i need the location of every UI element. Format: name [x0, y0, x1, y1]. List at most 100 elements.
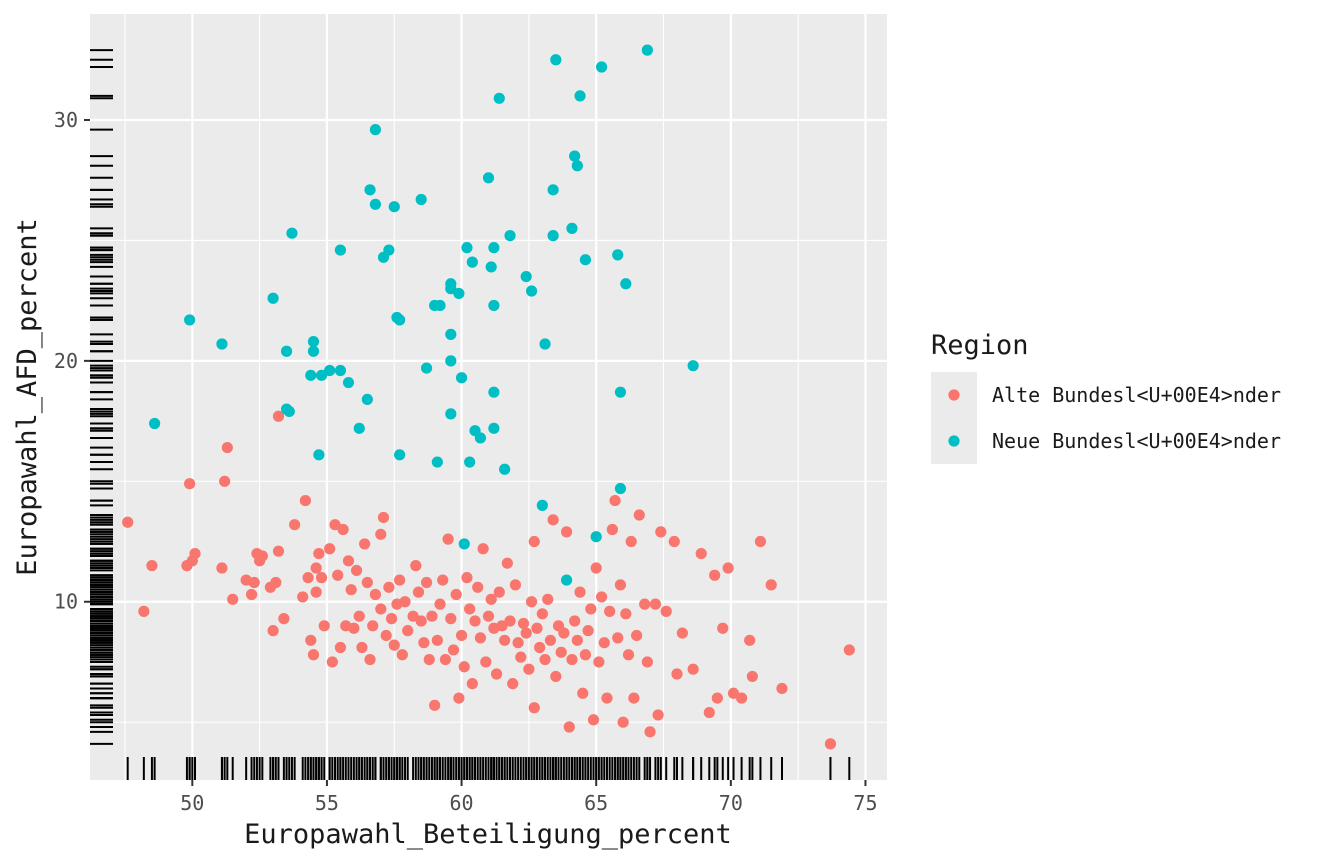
data-point-series-0 — [630, 629, 643, 642]
data-point-series-0 — [445, 613, 457, 625]
data-point-series-1 — [415, 193, 427, 206]
data-point-series-0 — [639, 598, 651, 610]
data-point-series-0 — [272, 545, 285, 557]
data-point-series-0 — [453, 692, 465, 704]
data-point-series-1 — [547, 184, 559, 196]
data-point-series-0 — [517, 617, 530, 630]
data-point-series-0 — [367, 620, 379, 632]
data-point-series-0 — [434, 598, 446, 610]
data-point-series-0 — [722, 562, 734, 574]
data-point-series-1 — [307, 335, 320, 348]
data-point-series-1 — [488, 242, 500, 254]
data-point-series-1 — [539, 338, 551, 350]
data-point-series-0 — [687, 663, 699, 675]
data-point-series-0 — [318, 620, 330, 632]
x-tick-label: 75 — [853, 791, 877, 815]
data-point-series-0 — [569, 615, 581, 627]
legend-title: Region — [931, 330, 1029, 361]
data-point-series-0 — [369, 588, 382, 601]
data-point-series-0 — [278, 613, 290, 625]
data-point-series-0 — [184, 478, 196, 490]
data-point-series-0 — [536, 608, 548, 620]
data-point-series-0 — [652, 709, 664, 721]
data-point-series-0 — [329, 519, 341, 531]
data-point-series-0 — [420, 576, 433, 589]
data-point-series-0 — [305, 634, 317, 646]
data-point-series-1 — [434, 299, 446, 312]
data-point-series-0 — [410, 560, 422, 572]
data-point-series-0 — [765, 579, 777, 591]
data-point-series-0 — [361, 576, 373, 589]
data-point-series-0 — [612, 632, 624, 644]
data-point-series-0 — [520, 627, 532, 639]
data-point-series-1 — [431, 456, 443, 468]
data-point-series-0 — [528, 535, 540, 548]
data-point-series-1 — [369, 124, 382, 136]
data-point-series-0 — [297, 591, 309, 603]
data-point-series-0 — [558, 627, 570, 639]
data-point-series-0 — [711, 692, 723, 704]
data-point-series-0 — [641, 656, 653, 668]
data-point-series-1 — [474, 432, 487, 444]
data-point-series-1 — [499, 463, 511, 475]
data-point-series-0 — [601, 692, 613, 704]
data-point-series-0 — [649, 598, 662, 610]
data-point-series-0 — [566, 653, 578, 666]
data-point-series-0 — [307, 649, 320, 661]
data-point-series-0 — [219, 475, 231, 487]
data-point-series-1 — [280, 345, 293, 357]
data-point-series-0 — [122, 516, 134, 528]
data-point-series-0 — [606, 523, 618, 536]
data-point-series-1 — [520, 270, 532, 283]
data-point-series-0 — [356, 641, 368, 654]
x-tick-label: 50 — [180, 791, 204, 815]
data-point-series-0 — [394, 574, 406, 586]
data-point-series-0 — [353, 610, 365, 622]
x-axis: 50 55 60 65 70 75 — [180, 780, 878, 815]
data-point-series-0 — [461, 572, 473, 584]
data-point-series-0 — [412, 586, 425, 598]
data-point-series-0 — [138, 605, 150, 617]
data-point-series-0 — [525, 596, 538, 608]
data-point-series-0 — [590, 562, 602, 574]
data-point-series-1 — [595, 61, 608, 73]
data-point-series-0 — [466, 678, 478, 690]
data-point-series-1 — [566, 222, 578, 234]
data-point-series-0 — [364, 653, 376, 666]
data-point-series-1 — [641, 44, 653, 56]
data-point-series-0 — [482, 610, 495, 622]
data-point-series-0 — [324, 543, 336, 555]
data-point-series-1 — [364, 184, 376, 196]
data-point-series-0 — [315, 572, 328, 584]
data-point-series-0 — [544, 634, 557, 646]
data-point-series-0 — [407, 610, 419, 622]
y-tick-label: 20 — [54, 349, 78, 373]
data-point-series-1 — [184, 314, 196, 326]
data-point-series-0 — [437, 574, 449, 586]
data-point-series-1 — [313, 449, 325, 461]
data-point-series-0 — [695, 547, 707, 560]
data-point-series-0 — [359, 538, 371, 550]
data-point-series-0 — [620, 608, 632, 620]
legend: Region Alte Bundesl<U+00E4>nder Neue Bun… — [931, 330, 1281, 464]
data-point-series-1 — [286, 227, 298, 239]
major-grid — [90, 14, 887, 780]
data-point-series-0 — [625, 535, 637, 548]
data-point-series-1 — [614, 386, 627, 398]
plot-panel — [90, 14, 887, 780]
data-point-series-1 — [560, 574, 573, 586]
data-point-series-0 — [824, 738, 837, 750]
data-point-series-0 — [843, 644, 855, 656]
data-point-series-0 — [644, 726, 656, 738]
data-point-series-0 — [469, 615, 481, 627]
data-point-series-0 — [267, 625, 279, 637]
data-point-series-0 — [604, 605, 616, 617]
data-point-series-0 — [512, 637, 524, 649]
data-point-series-0 — [302, 572, 314, 584]
data-point-series-0 — [539, 653, 551, 666]
data-point-series-0 — [598, 637, 610, 649]
data-point-series-0 — [490, 668, 503, 680]
data-point-series-0 — [593, 656, 605, 668]
data-point-series-0 — [221, 441, 233, 454]
data-point-series-0 — [622, 649, 635, 661]
